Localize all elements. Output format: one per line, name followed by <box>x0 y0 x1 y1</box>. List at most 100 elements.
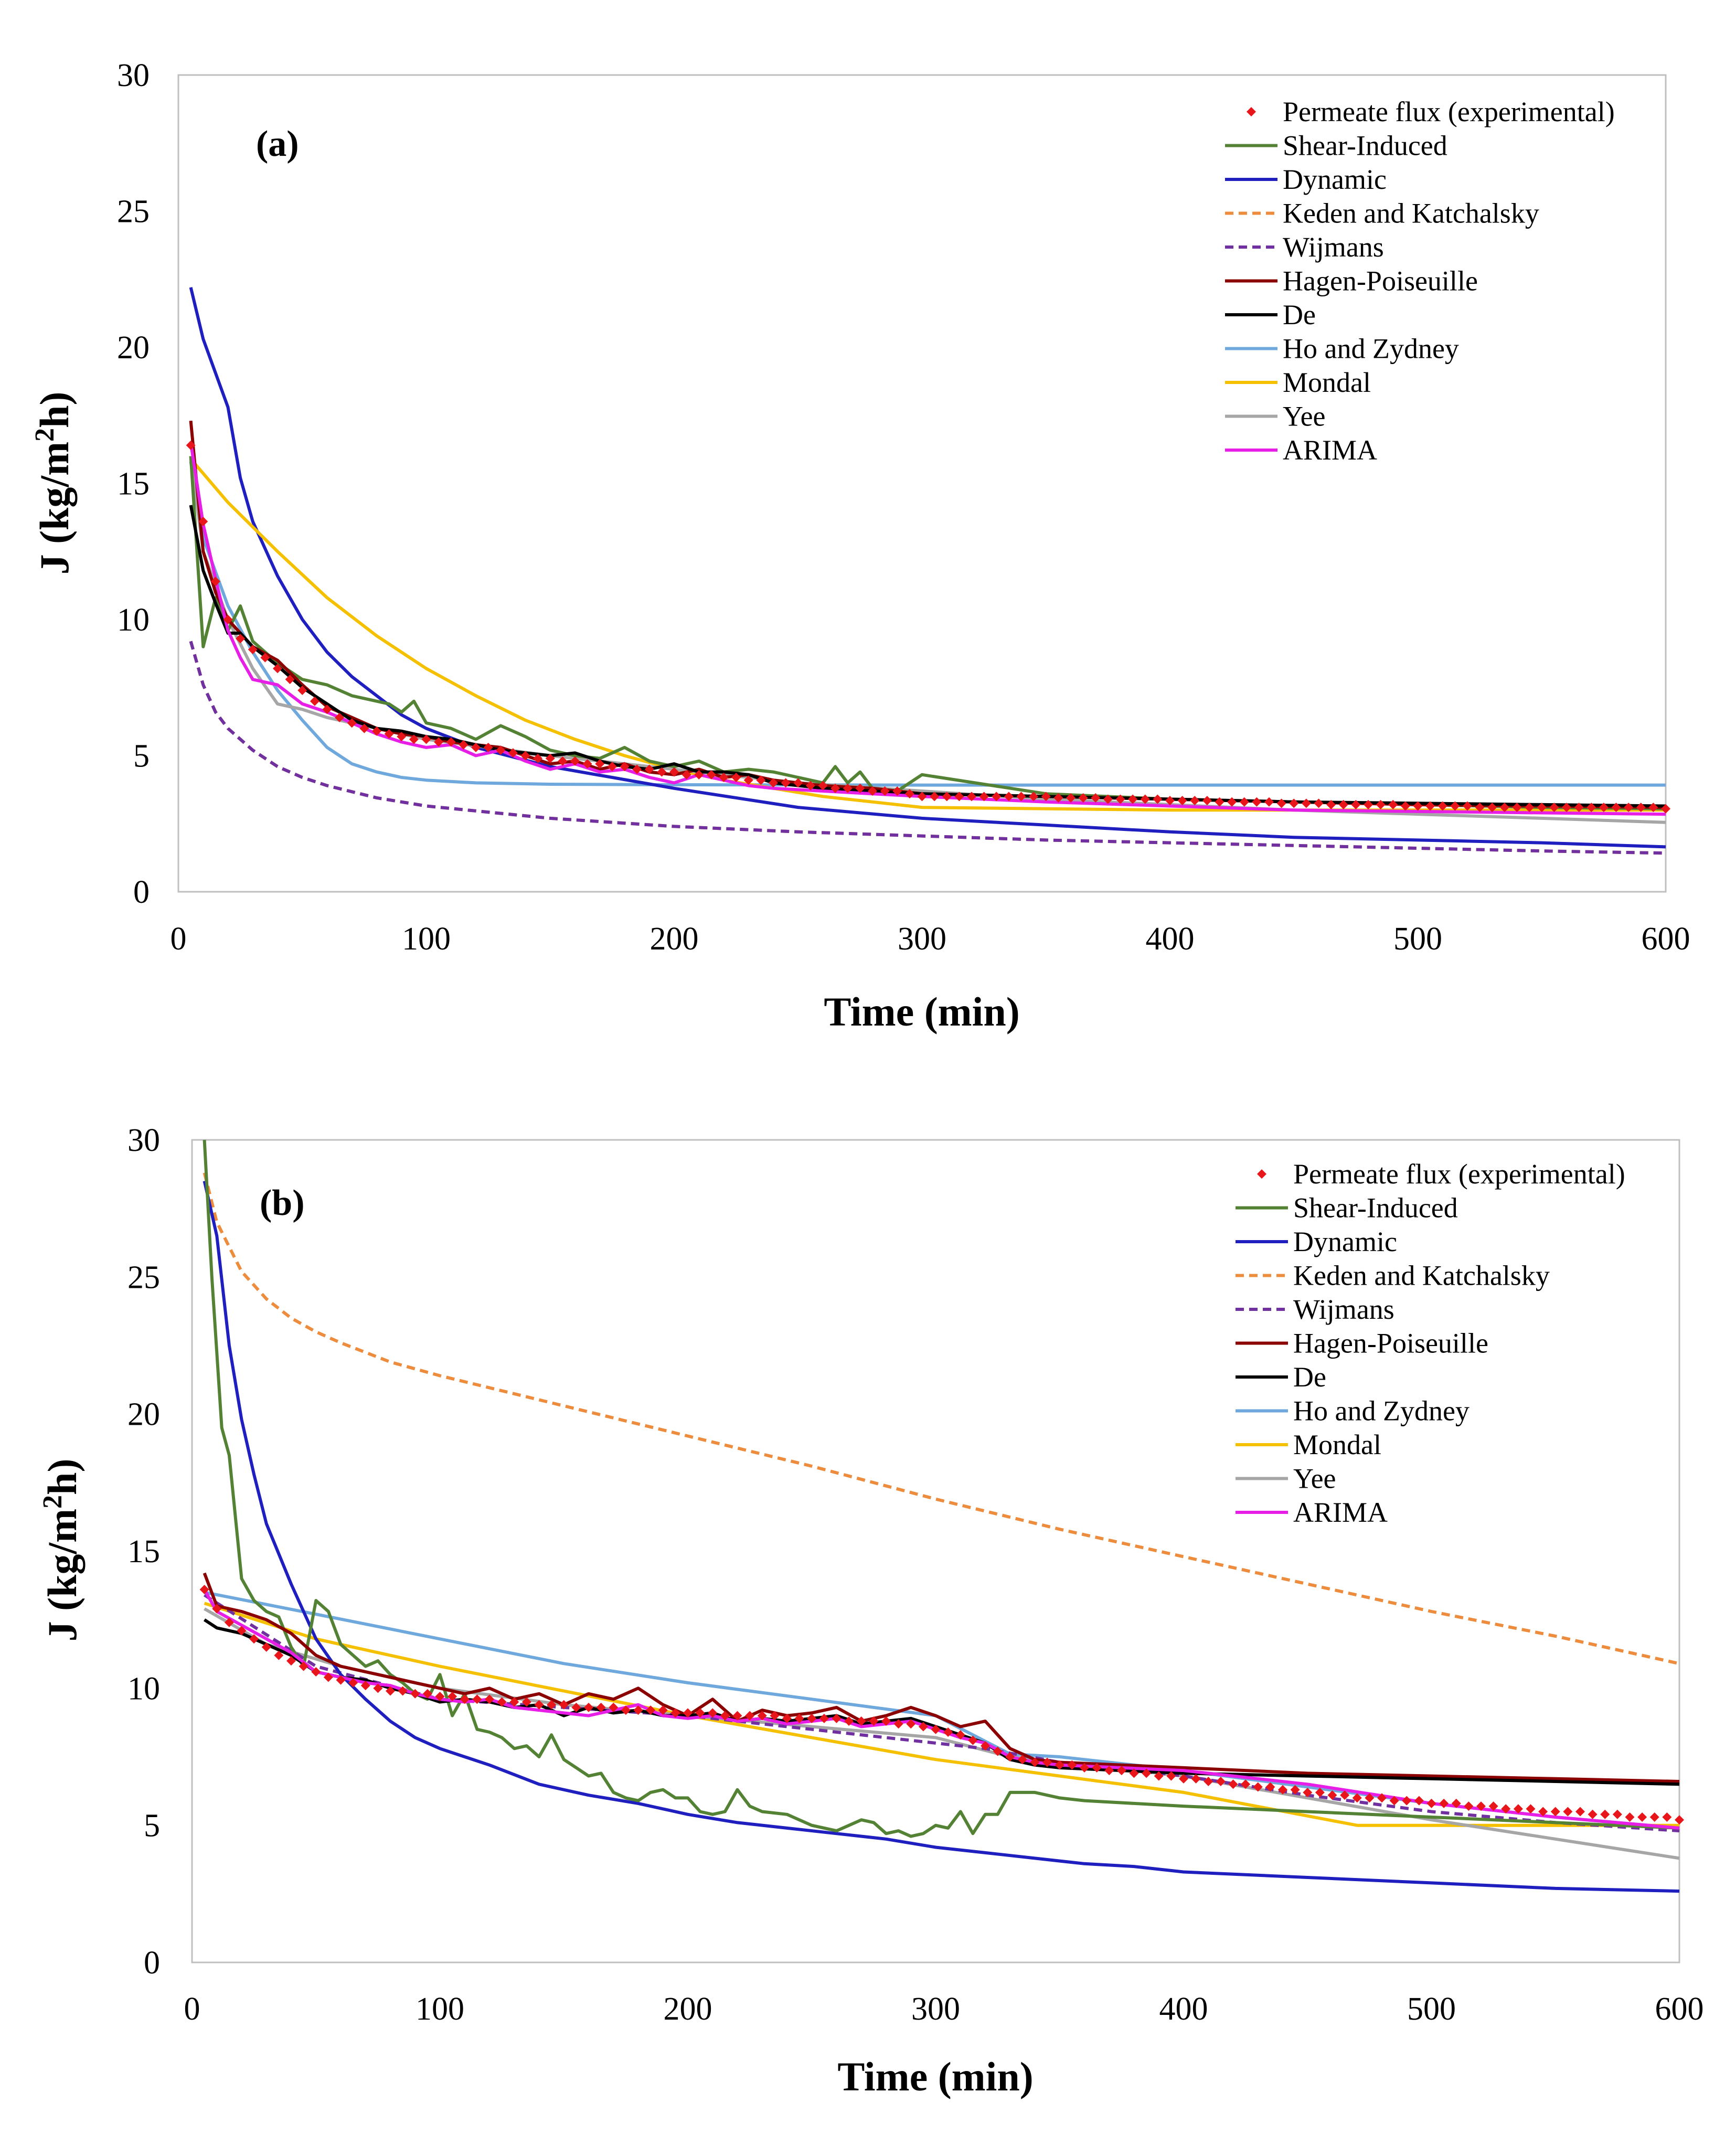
experimental-point-b <box>299 1661 308 1671</box>
experimental-point-b <box>311 1667 321 1677</box>
experimental-point-a <box>273 664 282 674</box>
experimental-point-a <box>1338 799 1348 809</box>
legend-label-yee-a: Yee <box>1283 401 1326 432</box>
experimental-point-b <box>794 1713 804 1723</box>
experimental-point-a <box>520 751 530 761</box>
shear-line-b <box>203 1139 1680 1838</box>
experimental-point-a <box>496 745 506 755</box>
chart-panel-b: 0 5 10 15 20 25 30 0 100 200 300 400 500 600 (b) Tim… <box>38 1123 1704 2099</box>
experimental-point-a <box>1537 803 1547 813</box>
experimental-point-a <box>979 792 989 802</box>
experimental-point-b <box>286 1656 296 1666</box>
experimental-point-b <box>1290 1785 1300 1795</box>
experimental-point-b <box>1538 1807 1548 1817</box>
experimental-point-a <box>409 734 419 744</box>
x-ticks-b: 0 100 200 300 400 500 600 <box>184 1991 1704 2027</box>
experimental-point-a <box>967 792 976 802</box>
experimental-point-b <box>931 1724 941 1734</box>
legend-label-hagen-b: Hagen-Poiseuille <box>1293 1328 1488 1359</box>
experimental-point-a <box>1314 798 1324 808</box>
experimental-point-b <box>819 1713 829 1723</box>
x-tick-label-b: 100 <box>416 1991 464 2027</box>
experimental-point-b <box>534 1700 544 1710</box>
experimental-point-a <box>1326 799 1336 809</box>
experimental-point-b <box>1154 1771 1164 1781</box>
experimental-point-a <box>1661 804 1670 814</box>
experimental-point-a <box>1525 803 1535 813</box>
experimental-point-b <box>1426 1798 1436 1808</box>
experimental-point-a <box>1016 792 1026 802</box>
x-axis-title-a: Time (min) <box>824 989 1019 1034</box>
experimental-point-b <box>1204 1777 1213 1787</box>
experimental-point-a <box>1041 792 1051 802</box>
experimental-point-b <box>670 1708 680 1718</box>
experimental-point-a <box>1586 803 1596 813</box>
experimental-point-a <box>781 778 791 788</box>
y-tick-label-a: 25 <box>117 194 150 230</box>
experimental-point-b <box>646 1705 656 1715</box>
y-tick-label-a: 15 <box>117 466 150 502</box>
experimental-point-a <box>694 770 704 780</box>
legend-label-mondal-a: Mondal <box>1283 367 1371 398</box>
legend-label-arima-a: ARIMA <box>1283 434 1377 466</box>
experimental-point-b <box>683 1708 693 1718</box>
experimental-point-a <box>1215 797 1224 807</box>
experimental-point-b <box>906 1719 916 1729</box>
experimental-point-a <box>335 712 345 722</box>
experimental-point-b <box>1303 1787 1313 1797</box>
experimental-point-b <box>1116 1766 1126 1776</box>
experimental-point-b <box>1464 1801 1474 1811</box>
legend-label-arima-b: ARIMA <box>1293 1497 1388 1528</box>
experimental-point-a <box>570 756 580 766</box>
experimental-point-b <box>460 1694 470 1704</box>
experimental-point-b <box>521 1697 531 1707</box>
plot-area-a <box>177 74 1667 893</box>
experimental-point-b <box>981 1741 990 1751</box>
y-axis-title-end-a: h) <box>31 392 77 428</box>
experimental-point-a <box>1549 803 1559 813</box>
y-ticks-b: 0 5 10 15 20 25 30 <box>127 1123 160 1981</box>
experimental-point-b <box>472 1694 482 1704</box>
experimental-point-a <box>545 753 555 763</box>
experimental-point-a <box>719 773 729 783</box>
experimental-point-b <box>609 1702 619 1712</box>
experimental-point-a <box>917 792 927 802</box>
experimental-point-a <box>1364 799 1373 809</box>
experimental-point-b <box>893 1719 903 1729</box>
experimental-point-b <box>1228 1779 1238 1789</box>
series-group-b <box>199 1139 1684 1893</box>
experimental-point-a <box>285 675 295 685</box>
experimental-point-b <box>770 1711 780 1721</box>
experimental-point-b <box>323 1672 333 1682</box>
experimental-point-b <box>1042 1757 1052 1767</box>
experimental-point-b <box>497 1697 507 1707</box>
legend-label-de-b: De <box>1293 1361 1326 1393</box>
experimental-point-a <box>1636 803 1646 813</box>
experimental-point-b <box>1675 1815 1684 1825</box>
experimental-point-b <box>373 1683 383 1693</box>
chart-panel-a: 0 5 10 15 20 25 30 0 100 200 300 400 500 600 (a) Tim… <box>30 58 1690 1034</box>
wijmans-line-b <box>203 1594 1680 1833</box>
experimental-point-b <box>547 1700 557 1710</box>
experimental-point-b <box>1129 1768 1139 1778</box>
experimental-point-a <box>843 783 853 793</box>
x-tick-label-a: 300 <box>898 921 946 957</box>
experimental-point-a <box>644 764 654 774</box>
experimental-point-a <box>830 783 840 793</box>
experimental-point-b <box>1179 1774 1188 1784</box>
experimental-point-b <box>658 1705 668 1715</box>
y-tick-label-a: 0 <box>133 874 150 910</box>
experimental-point-b <box>968 1735 978 1745</box>
experimental-point-a <box>1202 796 1212 806</box>
experimental-point-b <box>1402 1796 1412 1806</box>
experimental-point-a <box>397 732 407 742</box>
experimental-point-a <box>942 792 952 802</box>
experimental-point-a <box>384 729 394 739</box>
series-group-a <box>186 287 1670 855</box>
experimental-point-a <box>533 753 543 763</box>
experimental-point-a <box>868 786 877 796</box>
y-tick-label-a: 20 <box>117 330 150 366</box>
experimental-point-a <box>595 759 605 769</box>
legend-a: Permeate flux (experimental)Shear-Induce… <box>1225 96 1615 466</box>
experimental-point-a <box>1165 796 1175 806</box>
